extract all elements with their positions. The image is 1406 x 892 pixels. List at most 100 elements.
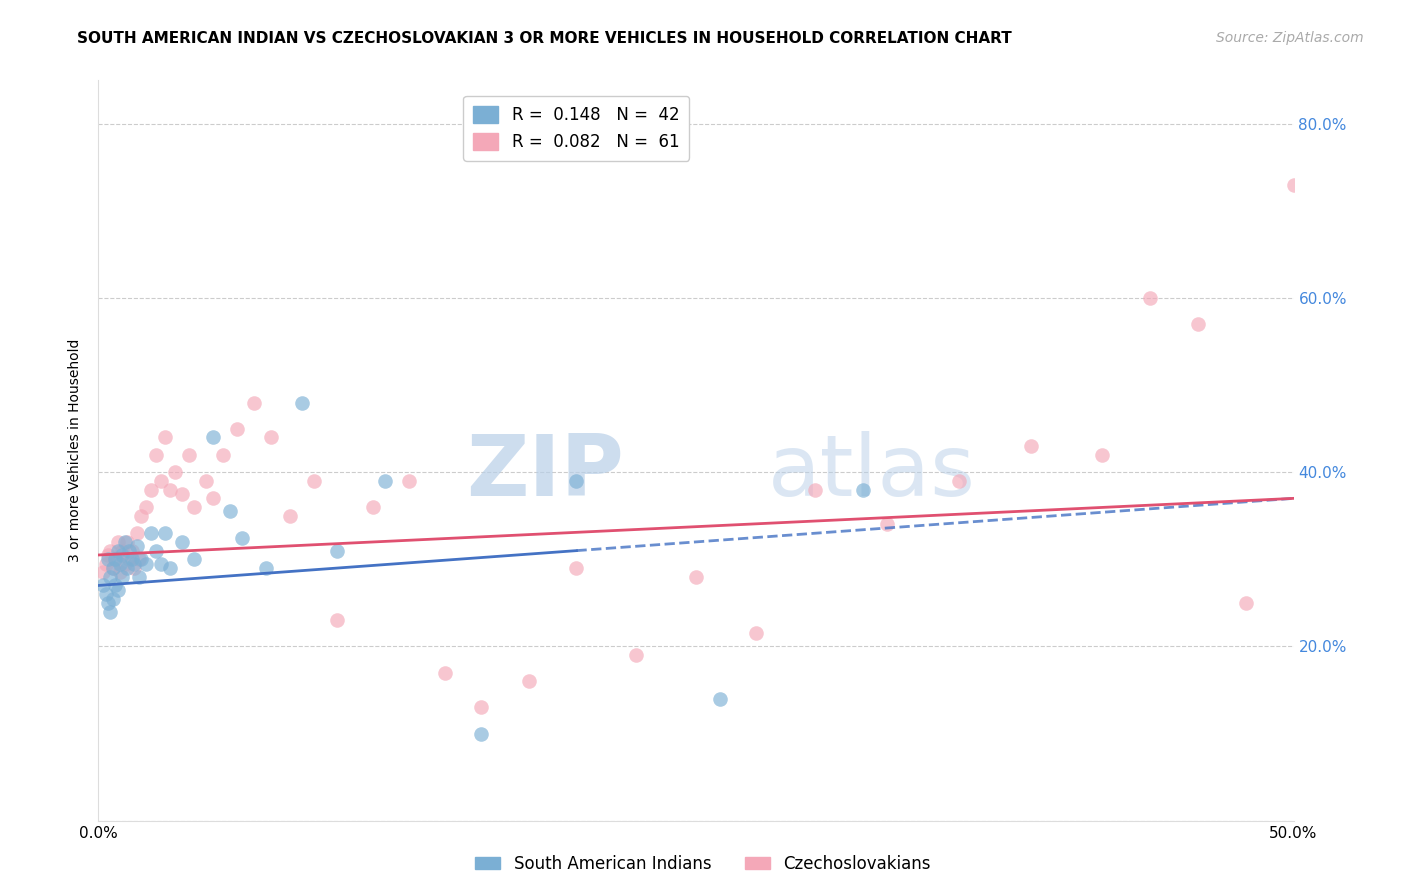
Point [231, 531, 253, 545]
Point [124, 561, 146, 575]
Point [91, 566, 114, 580]
Point [183, 552, 205, 566]
Point [709, 691, 731, 706]
Point [804, 483, 827, 497]
Point [97, 548, 120, 562]
Point [219, 504, 242, 518]
Legend: R =  0.148   N =  42, R =  0.082   N =  61: R = 0.148 N = 42, R = 0.082 N = 61 [464, 96, 689, 161]
Point [302, 474, 325, 488]
Point [211, 448, 233, 462]
Point [1139, 291, 1161, 305]
Point [1091, 448, 1114, 462]
Text: ZIP: ZIP [467, 431, 624, 514]
Point [104, 552, 127, 566]
Point [128, 570, 150, 584]
Point [135, 557, 157, 571]
Point [195, 474, 218, 488]
Point [101, 561, 124, 575]
Legend: South American Indians, Czechoslovakians: South American Indians, Czechoslovakians [468, 848, 938, 880]
Point [1234, 596, 1257, 610]
Point [145, 448, 167, 462]
Point [326, 613, 349, 627]
Point [179, 448, 201, 462]
Point [398, 474, 420, 488]
Point [94, 587, 117, 601]
Point [163, 465, 186, 479]
Point [107, 535, 129, 549]
Point [745, 626, 768, 640]
Point [97, 552, 120, 566]
Point [139, 483, 162, 497]
Point [139, 526, 162, 541]
Point [291, 395, 314, 409]
Point [852, 483, 875, 497]
Point [517, 674, 540, 689]
Point [131, 552, 153, 566]
Point [470, 700, 492, 714]
Point [226, 422, 249, 436]
Point [111, 548, 134, 562]
Point [115, 535, 138, 549]
Point [107, 543, 129, 558]
Point [118, 543, 141, 558]
Point [565, 561, 588, 575]
Point [124, 557, 146, 571]
Point [108, 557, 131, 571]
Point [159, 561, 181, 575]
Point [135, 500, 157, 514]
Point [145, 543, 167, 558]
Point [1019, 439, 1042, 453]
Point [149, 474, 172, 488]
Point [202, 430, 225, 444]
Point [1378, 309, 1400, 323]
Point [202, 491, 225, 506]
Point [326, 543, 349, 558]
Point [114, 557, 136, 571]
Point [101, 561, 124, 575]
Point [101, 591, 124, 606]
Point [111, 543, 134, 558]
Point [155, 430, 177, 444]
Point [685, 570, 707, 584]
Point [155, 526, 177, 541]
Point [108, 566, 131, 580]
Text: SOUTH AMERICAN INDIAN VS CZECHOSLOVAKIAN 3 OR MORE VEHICLES IN HOUSEHOLD CORRELA: SOUTH AMERICAN INDIAN VS CZECHOSLOVAKIAN… [77, 31, 1012, 46]
Point [434, 665, 457, 680]
Point [98, 605, 122, 619]
Text: Source: ZipAtlas.com: Source: ZipAtlas.com [1216, 31, 1364, 45]
Point [259, 430, 281, 444]
Point [183, 500, 205, 514]
Point [98, 570, 122, 584]
Point [470, 726, 492, 740]
Point [121, 543, 143, 558]
Point [278, 508, 301, 523]
Point [111, 570, 134, 584]
Point [107, 582, 129, 597]
Point [1282, 178, 1305, 192]
Point [565, 474, 588, 488]
Point [243, 395, 266, 409]
Text: atlas: atlas [768, 431, 976, 514]
Point [125, 526, 148, 541]
Point [128, 552, 150, 566]
Point [91, 578, 114, 592]
Point [104, 552, 127, 566]
Point [149, 557, 172, 571]
Point [115, 561, 138, 575]
Point [948, 474, 970, 488]
Point [1187, 317, 1209, 331]
Point [363, 500, 385, 514]
Point [97, 596, 120, 610]
Point [125, 539, 148, 553]
Y-axis label: 3 or more Vehicles in Household: 3 or more Vehicles in Household [69, 339, 83, 562]
Point [374, 474, 396, 488]
Point [626, 648, 648, 662]
Point [1330, 282, 1353, 296]
Point [98, 543, 122, 558]
Point [104, 578, 127, 592]
Point [159, 483, 181, 497]
Point [254, 561, 277, 575]
Point [172, 487, 194, 501]
Point [131, 508, 153, 523]
Point [121, 552, 143, 566]
